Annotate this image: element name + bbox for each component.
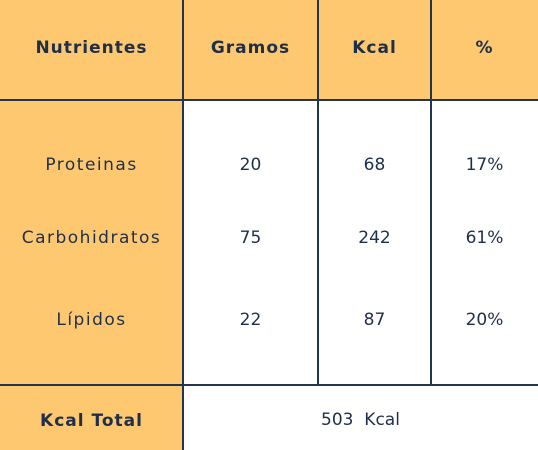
row-label: Proteinas — [45, 155, 138, 175]
footer-border — [0, 384, 538, 386]
row-value: 22 — [239, 310, 262, 330]
row-value: 87 — [363, 310, 386, 330]
row-value: 61% — [465, 228, 504, 248]
row-value: 242 — [358, 228, 391, 248]
column-border — [317, 0, 319, 385]
row-value: 17% — [465, 155, 504, 175]
row-value: 68 — [363, 155, 386, 175]
row-label: Lípidos — [56, 310, 127, 330]
header-border — [0, 99, 538, 101]
label-column-background — [0, 100, 183, 450]
header-cell: Gramos — [210, 38, 291, 58]
footer-value: 503 Kcal — [321, 410, 400, 430]
header-cell: Nutrientes — [35, 38, 148, 58]
row-value: 20% — [465, 310, 504, 330]
row-value: 75 — [239, 228, 262, 248]
column-border — [182, 0, 184, 450]
header-cell: % — [475, 38, 494, 58]
header-background — [0, 0, 538, 100]
column-border — [430, 0, 432, 385]
row-label: Carbohidratos — [21, 228, 162, 248]
footer-label: Kcal Total — [40, 411, 143, 431]
header-cell: Kcal — [352, 38, 397, 58]
row-value: 20 — [239, 155, 262, 175]
